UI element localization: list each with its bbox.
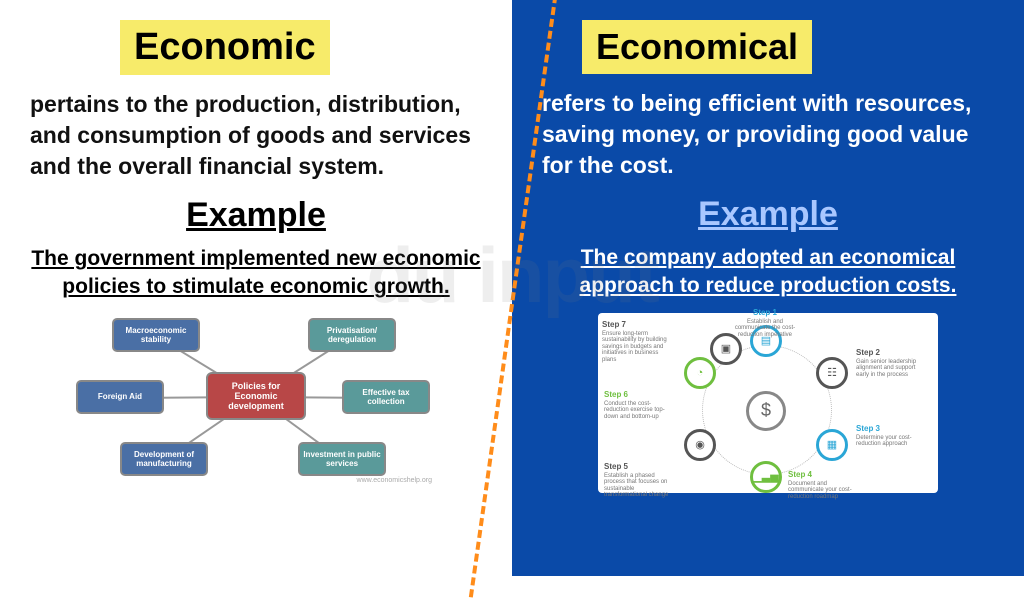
- cost-reduction-circle-diagram: $ ▤Step 1Establish and communicate the c…: [598, 313, 938, 493]
- circle-step-node: ◔: [684, 357, 716, 389]
- mindmap-node: Investment in public services: [298, 442, 386, 476]
- right-definition: refers to being efficient with resources…: [542, 88, 994, 181]
- circle-step-label: Step 5Establish a phased process that fo…: [604, 463, 674, 499]
- mindmap-node: Privatisation/ deregulation: [308, 318, 396, 352]
- circle-step-label: Step 1Establish and communicate the cost…: [730, 309, 800, 339]
- circle-step-label: Step 4Document and communicate your cost…: [788, 471, 858, 501]
- circle-step-node: ▣: [710, 333, 742, 365]
- right-title: Economical: [582, 20, 812, 74]
- policies-mindmap-diagram: Policies for Economic development www.ec…: [76, 314, 436, 484]
- right-panel-economical: Economical refers to being efficient wit…: [512, 0, 1024, 576]
- mindmap-center-node: Policies for Economic development: [206, 372, 306, 420]
- comparison-infographic: du input Economic pertains to the produc…: [0, 0, 1024, 576]
- circle-center-icon: $: [746, 391, 786, 431]
- left-definition: pertains to the production, distribution…: [30, 89, 482, 182]
- circle-step-node: ☷: [816, 357, 848, 389]
- left-example-sentence: The government implemented new economic …: [30, 245, 482, 302]
- circle-step-node: ▦: [816, 429, 848, 461]
- mindmap-node: Macroeconomic stability: [112, 318, 200, 352]
- mindmap-node: Foreign Aid: [76, 380, 164, 414]
- circle-step-node: ◉: [684, 429, 716, 461]
- circle-step-label: Step 7Ensure long-term sustainability by…: [602, 321, 672, 364]
- circle-step-label: Step 6Conduct the cost-reduction exercis…: [604, 391, 674, 421]
- left-example-heading: Example: [30, 196, 482, 235]
- circle-step-node: ▁▃▅: [750, 461, 782, 493]
- mindmap-source-url: www.economicshelp.org: [357, 477, 432, 484]
- left-title: Economic: [120, 20, 330, 75]
- circle-step-label: Step 3Determine your cost-reduction appr…: [856, 425, 926, 448]
- right-example-sentence: The company adopted an economical approa…: [542, 244, 994, 301]
- left-panel-economic: Economic pertains to the production, dis…: [0, 0, 512, 576]
- right-example-heading: Example: [542, 195, 994, 234]
- mindmap-node: Effective tax collection: [342, 380, 430, 414]
- mindmap-node: Development of manufacturing: [120, 442, 208, 476]
- circle-step-label: Step 2Gain senior leadership alignment a…: [856, 349, 926, 379]
